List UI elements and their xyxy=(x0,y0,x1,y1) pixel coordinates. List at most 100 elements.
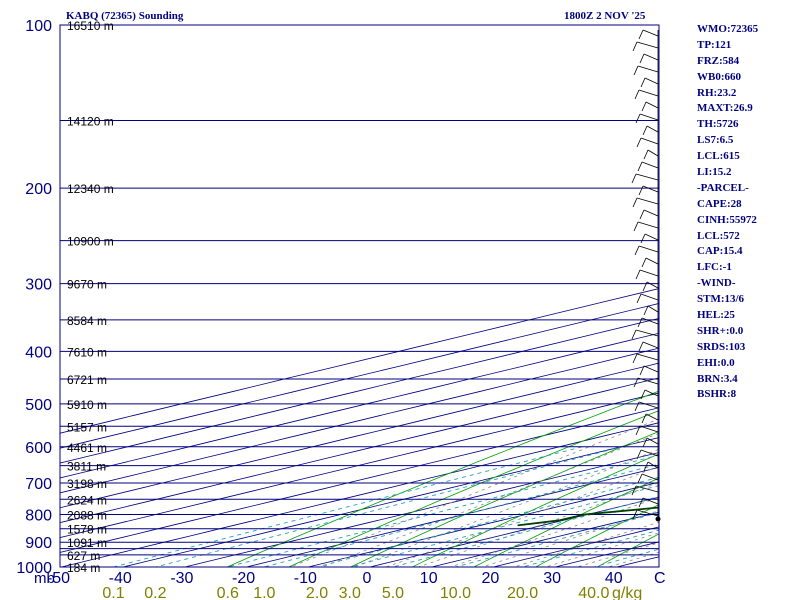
mixing-ratio-label: 10.0 xyxy=(440,585,471,600)
isotherm xyxy=(60,317,659,464)
mixing-ratio-line xyxy=(153,446,623,567)
wind-barb xyxy=(647,149,659,157)
wind-barb-flag xyxy=(632,41,638,52)
wind-barb-flag xyxy=(642,125,648,136)
wind-barb-flag xyxy=(634,89,640,100)
wind-barb-flag xyxy=(633,65,639,76)
wind-barbs xyxy=(631,29,661,522)
mixing-ratio-line xyxy=(347,485,659,567)
stat-bshr: BSHR:8 xyxy=(697,388,737,401)
wind-barb xyxy=(644,77,659,85)
mixing-ratio-line xyxy=(262,463,659,567)
stat-lfc: LFC:-1 xyxy=(697,261,732,274)
stat-ls7: LS7:6.5 xyxy=(697,134,734,147)
isotherm xyxy=(306,481,659,567)
stat-li: LI:15.2 xyxy=(697,166,732,179)
wind-barb xyxy=(647,305,659,313)
wind-barb-flag xyxy=(639,209,645,220)
stat-frz: FRZ:584 xyxy=(697,54,740,67)
wind-barb xyxy=(641,473,659,481)
temperature-tick-label: 10 xyxy=(420,570,438,587)
wind-barb-flag xyxy=(641,257,647,268)
temperature-tick-label: -10 xyxy=(294,570,317,587)
isotherm xyxy=(60,303,659,449)
stat-wb0: WB0:660 xyxy=(697,70,741,83)
wind-barb xyxy=(638,89,659,97)
wind-barb-flag xyxy=(641,101,647,112)
temperature-tick-label: -20 xyxy=(232,570,255,587)
stat-rh: RH:23.2 xyxy=(697,86,737,99)
wind-barb-flag xyxy=(640,77,646,88)
isotherm xyxy=(60,332,659,479)
pressure-tick-label: 500 xyxy=(25,397,52,414)
pressure-tick-label: 600 xyxy=(25,440,52,457)
moist-adiabat xyxy=(289,418,659,567)
wind-barb xyxy=(635,173,659,181)
moist-adiabat xyxy=(417,482,659,567)
height-label: 5910 m xyxy=(67,398,107,412)
height-label: 9670 m xyxy=(67,278,107,292)
stat-lcl: LCL:615 xyxy=(697,150,740,163)
height-label: 1578 m xyxy=(67,523,107,537)
isotherm xyxy=(60,392,659,538)
wind-barb xyxy=(647,461,659,469)
wind-barb-flag xyxy=(639,365,645,376)
wind-barb-flag xyxy=(636,449,642,460)
wind-barb-flag xyxy=(637,161,643,172)
stat-cap: CAP:15.4 xyxy=(697,245,743,258)
wind-barb-flag xyxy=(640,389,646,400)
stat-wmo: WMO:72365 xyxy=(697,23,759,35)
mixing-ratio-label: 0.2 xyxy=(144,585,166,600)
stat-ehi: EHI:0.0 xyxy=(697,356,735,369)
wind-barb-flag xyxy=(635,113,641,124)
height-label: 16510 m xyxy=(67,19,114,33)
dry-adiabat xyxy=(411,453,659,567)
wind-barb-flag xyxy=(631,329,637,340)
dry-adiabat xyxy=(534,504,659,567)
wind-barb-flag xyxy=(641,413,647,424)
stat-hel: HEL:25 xyxy=(697,309,735,322)
moist-adiabat xyxy=(352,448,659,567)
temperature-tick-label: 30 xyxy=(543,570,561,587)
moist-adiabat xyxy=(575,542,659,567)
pressure-tick-label: 400 xyxy=(25,344,52,361)
mixing-ratio-line xyxy=(453,512,659,567)
height-label: 627 m xyxy=(67,549,100,563)
wind-barb xyxy=(637,221,659,229)
plot-frame xyxy=(59,24,660,568)
height-label: 12340 m xyxy=(67,182,114,196)
height-label: 3811 m xyxy=(67,460,106,474)
wind-barb xyxy=(642,29,659,37)
mixing-ratio-label: 40.0 xyxy=(578,585,609,600)
wind-barb xyxy=(636,353,659,361)
wind-barb-flag xyxy=(632,197,638,208)
height-label: 10900 m xyxy=(67,235,114,249)
wind-barb xyxy=(636,197,659,205)
wind-barb xyxy=(635,485,659,493)
wind-barb xyxy=(645,257,659,265)
stat-cinh: CINH:55972 xyxy=(697,213,757,226)
isotherm xyxy=(121,437,659,567)
isotherm xyxy=(244,466,659,567)
isotherm xyxy=(429,511,659,567)
stat-maxt: MAXT:26.9 xyxy=(697,102,753,115)
temperature-tick-label: 40 xyxy=(605,570,623,587)
wind-barb xyxy=(639,269,659,277)
pressure-tick-label: 100 xyxy=(25,18,52,35)
height-label: 6721 m xyxy=(67,373,107,387)
mixing-ratio-line xyxy=(592,548,659,567)
wind-barb xyxy=(635,329,659,337)
pressure-tick-label: 800 xyxy=(25,507,52,524)
height-label: 1091 m xyxy=(67,536,107,550)
mixing-ratio-label: 1.0 xyxy=(253,585,275,600)
wind-barb xyxy=(640,449,659,457)
wind-barb-flag xyxy=(631,485,637,496)
mixing-ratio-line xyxy=(315,476,659,567)
wind-barb xyxy=(644,233,659,241)
mixing-ratio-label: 2.0 xyxy=(306,585,328,600)
stat-th: TH:5726 xyxy=(697,118,739,131)
isotherm xyxy=(60,288,659,434)
wind-barb xyxy=(646,125,659,133)
pressure-tick-label: 900 xyxy=(25,535,52,552)
height-label: 2088 m xyxy=(67,508,107,522)
